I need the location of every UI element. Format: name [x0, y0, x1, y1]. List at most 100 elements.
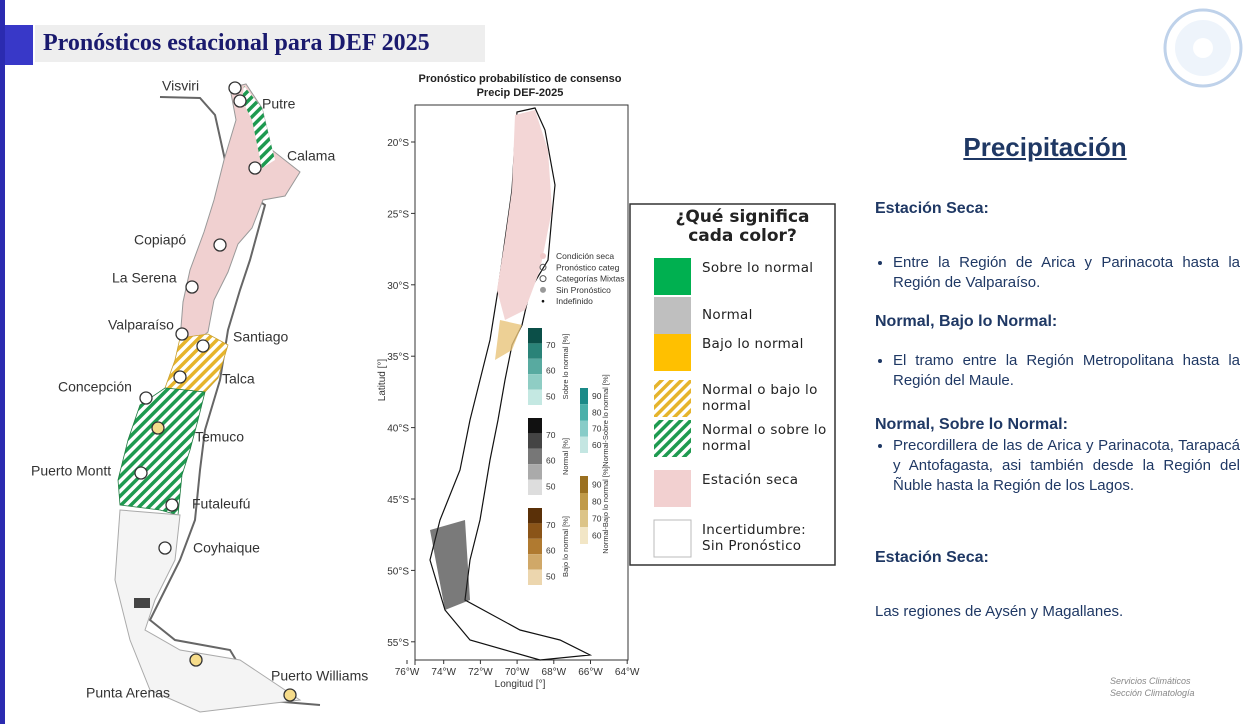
- section-body: Entre la Región de Arica y Parinacota ha…: [875, 253, 1240, 293]
- key-label: Incertidumbre: Sin Pronóstico: [702, 522, 807, 554]
- city-marker: [185, 280, 199, 294]
- city-label: Puerto Williams: [271, 668, 368, 684]
- key-swatches: [653, 258, 692, 558]
- y-tick-label: 45°S: [387, 495, 409, 506]
- colorbar-step: [528, 433, 542, 449]
- city-marker: [175, 327, 189, 341]
- key-label: Estación seca: [702, 472, 799, 488]
- section-title: Estación Seca:: [875, 549, 989, 566]
- city-marker: [165, 498, 179, 512]
- x-tick-label: 74°W: [431, 667, 456, 678]
- legend-label: Indefinido: [556, 296, 593, 306]
- y-axis-label: Latitud [°]: [377, 359, 388, 402]
- colorbar-step: [528, 448, 542, 465]
- city-label: Concepción: [58, 379, 132, 395]
- colorbars: 70 60 50 Sobre lo normal [%] 70 60 50 Normal [%…: [528, 328, 610, 585]
- colorbar-tick: 50: [546, 571, 556, 581]
- colorbar-step: [580, 476, 588, 493]
- colorbar-step: [580, 493, 588, 510]
- side-bar: [0, 0, 5, 724]
- slide-title: Pronósticos estacional para DEF 2025: [35, 25, 485, 62]
- city-label: Putre: [262, 96, 296, 112]
- city-label: Temuco: [195, 429, 244, 445]
- legend-label: Pronóstico categ: [556, 262, 620, 272]
- city-label: Punta Arenas: [86, 685, 170, 701]
- city-label: Calama: [287, 148, 335, 164]
- city-label: Santiago: [233, 329, 288, 345]
- colorbar-label: Bajo lo normal [%]: [561, 516, 570, 577]
- y-tick-label: 30°S: [387, 281, 409, 292]
- colorbar-tick: 60: [546, 366, 556, 376]
- colorbar-step: [528, 418, 542, 434]
- colorbar-tick: 50: [546, 391, 556, 401]
- bullet-list: Precordillera de las de Arica y Parinaco…: [875, 436, 1240, 496]
- colorbar-tick: 60: [592, 440, 602, 450]
- city-label: Puerto Montt: [31, 463, 111, 479]
- colorbar-tick: 90: [592, 391, 602, 401]
- colorbar-tick: 90: [592, 480, 602, 490]
- x-tick-label: 68°W: [542, 667, 567, 678]
- colorbar-step: [528, 538, 542, 555]
- colorbar-step: [580, 388, 588, 405]
- colorbar-step: [580, 527, 588, 544]
- footer-line: Servicios Climáticos: [1110, 676, 1191, 686]
- colorbar-step: [528, 358, 542, 375]
- colorbar-step: [528, 508, 542, 524]
- x-tick-label: 66°W: [578, 667, 603, 678]
- city-label: Visviri: [162, 78, 199, 94]
- x-tick-label: 76°W: [395, 667, 420, 678]
- center-map: [414, 104, 629, 665]
- legend-symbol: [540, 286, 546, 293]
- key-swatch: [654, 470, 691, 507]
- city-label: Talca: [222, 371, 255, 387]
- city-marker: [283, 688, 297, 702]
- colorbar-label: Normal [%]: [561, 438, 570, 475]
- colorbar-label: Sobre lo normal [%]: [561, 334, 570, 400]
- colorbar-step: [528, 569, 542, 585]
- city-label: Valparaíso: [108, 317, 174, 333]
- y-tick-label: 25°S: [387, 209, 409, 220]
- key-label: Bajo lo normal: [702, 336, 804, 352]
- colorbar-tick: 70: [592, 424, 602, 434]
- colorbar-tick: 50: [546, 481, 556, 491]
- legend-symbol: [539, 275, 547, 283]
- key-title-box: ¿Qué significa cada color?: [675, 208, 810, 246]
- section-body: Precordillera de las de Arica y Parinaco…: [875, 436, 1240, 496]
- city-marker: [151, 421, 165, 435]
- panel-heading: Precipitación: [963, 132, 1127, 162]
- city-label: La Serena: [112, 270, 177, 286]
- colorbar-step: [528, 479, 542, 495]
- colorbar-step: [528, 374, 542, 390]
- city-marker: [233, 94, 247, 108]
- bullet-item: El tramo entre la Región Metropolitana h…: [893, 351, 1240, 391]
- city-marker: [139, 391, 153, 405]
- colorbar-step: [528, 389, 542, 405]
- colorbar-tick: 70: [592, 514, 602, 524]
- legend-label: Sin Pronóstico: [556, 285, 611, 295]
- colorbar-step: [528, 464, 542, 480]
- colorbar-tick: 80: [592, 497, 602, 507]
- section-title: Estación Seca:: [875, 200, 989, 217]
- legend-label: Categorías Mixtas: [556, 274, 625, 284]
- city-label: Coyhaique: [193, 540, 260, 556]
- colorbar-step: [580, 436, 588, 453]
- legend-symbol: [541, 299, 545, 303]
- city-label: Copiapó: [134, 232, 186, 248]
- colorbar-tick: 60: [592, 531, 602, 541]
- city-marker: [173, 370, 187, 384]
- key-title: ¿Qué significa cada color?: [675, 208, 810, 246]
- colorbar-label: Normal-Bajo lo normal [%]: [601, 466, 610, 554]
- key-swatch: [654, 380, 691, 417]
- city-marker: [228, 81, 242, 95]
- key-swatch: [654, 420, 691, 457]
- colorbar-tick: 70: [546, 340, 556, 350]
- city-marker: [196, 339, 210, 353]
- section-body: El tramo entre la Región Metropolitana h…: [875, 351, 1240, 391]
- colorbar-step: [528, 328, 542, 344]
- colorbar-tick: 70: [546, 430, 556, 440]
- city-marker: [248, 161, 262, 175]
- x-axis-label: Longitud [°]: [495, 679, 546, 690]
- section-title: Normal, Sobre lo Normal:: [875, 416, 1068, 433]
- key-swatch: [654, 297, 691, 334]
- y-tick-label: 55°S: [387, 638, 409, 649]
